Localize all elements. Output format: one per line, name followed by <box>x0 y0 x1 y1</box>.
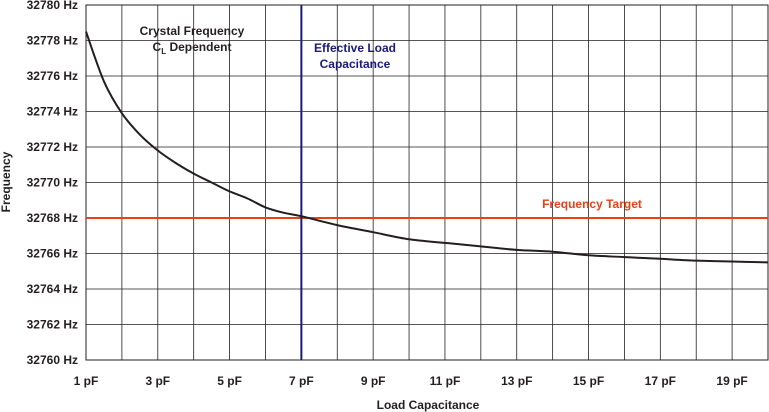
x-axis-title: Load Capacitance <box>377 398 480 412</box>
vline-label-line1: Effective Load <box>314 41 396 55</box>
y-tick-label: 32762 Hz <box>27 318 78 332</box>
grid <box>86 5 768 360</box>
x-tick-label: 13 pF <box>501 374 532 388</box>
curve-label-line2: CL Dependent <box>153 40 232 56</box>
y-tick-label: 32772 Hz <box>27 140 78 154</box>
y-tick-label: 32768 Hz <box>27 211 78 225</box>
curve-label-subscript: L <box>161 47 166 56</box>
x-tick-label: 7 pF <box>289 374 314 388</box>
plot-frame <box>85 4 769 361</box>
crystal-frequency-curve <box>85 31 769 264</box>
x-tick-label: 1 pF <box>74 374 99 388</box>
y-tick-label: 32770 Hz <box>27 176 78 190</box>
y-tick-labels: 32760 Hz 32762 Hz 32764 Hz 32766 Hz 32768 Hz… <box>27 0 78 367</box>
vline-label-line2: Capacitance <box>320 57 391 71</box>
y-tick-label: 32774 Hz <box>27 105 78 119</box>
x-tick-label: 17 pF <box>645 374 676 388</box>
x-tick-label: 11 pF <box>430 374 461 388</box>
x-tick-label: 3 pF <box>145 374 170 388</box>
x-tick-label: 5 pF <box>217 374 242 388</box>
x-tick-label: 9 pF <box>361 374 386 388</box>
y-tick-label: 32760 Hz <box>27 353 78 367</box>
curve-label-line1: Crystal Frequency <box>140 24 245 38</box>
curve-label-rest: Dependent <box>166 40 231 54</box>
y-tick-label: 32764 Hz <box>27 282 78 296</box>
y-axis-title: Frequency <box>0 151 13 212</box>
curve-label-c: C <box>153 40 162 54</box>
y-tick-label: 32780 Hz <box>27 0 78 12</box>
hline-label: Frequency Target <box>542 197 642 211</box>
y-tick-label: 32778 Hz <box>27 34 78 48</box>
x-tick-label: 15 pF <box>573 374 604 388</box>
x-tick-label: 19 pF <box>716 374 747 388</box>
x-tick-labels: 1 pF 3 pF 5 pF 7 pF 9 pF 11 pF 13 pF 15 pF 17 pF… <box>74 374 748 388</box>
y-tick-label: 32766 Hz <box>27 247 78 261</box>
y-tick-label: 32776 Hz <box>27 69 78 83</box>
